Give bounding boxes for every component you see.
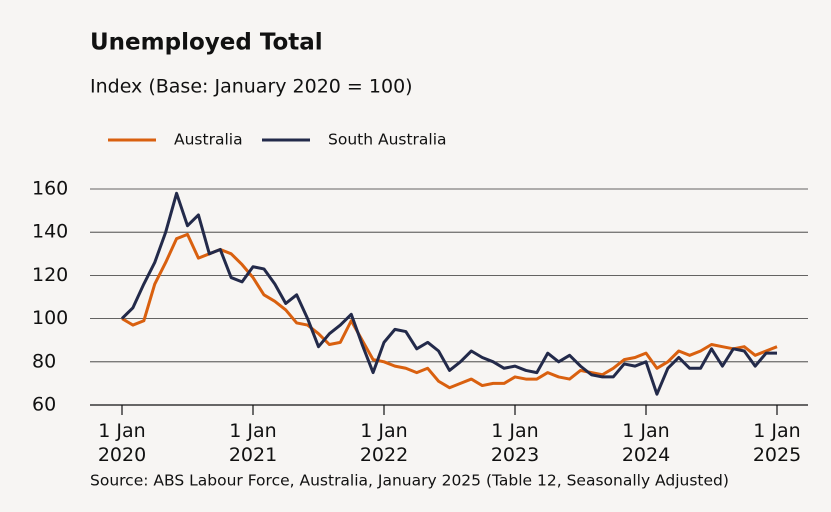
x-tick-label: 1 Jan 2024 [621, 420, 671, 466]
x-tick-label: 1 Jan 2023 [490, 420, 540, 466]
legend-label: South Australia [328, 131, 447, 149]
y-tick-label: 60 [32, 394, 56, 416]
legend-label: Australia [174, 131, 243, 149]
x-tick-label: 1 Jan 2022 [359, 420, 409, 466]
series-line [120, 191, 777, 396]
y-tick-label: 120 [32, 264, 68, 286]
y-tick-label: 140 [32, 221, 68, 243]
y-tick-label: 100 [32, 307, 68, 329]
x-tick-label: 1 Jan 2021 [228, 420, 278, 466]
chart-subtitle: Index (Base: January 2020 = 100) [90, 76, 413, 98]
x-tick-label: 1 Jan 2025 [752, 420, 802, 466]
y-tick-label: 160 [32, 178, 68, 200]
source-note: Source: ABS Labour Force, Australia, Jan… [90, 472, 729, 490]
y-tick-label: 80 [32, 350, 56, 372]
chart-title: Unemployed Total [90, 30, 323, 56]
x-tick-label: 1 Jan 2020 [97, 420, 147, 466]
series-line [121, 232, 778, 390]
